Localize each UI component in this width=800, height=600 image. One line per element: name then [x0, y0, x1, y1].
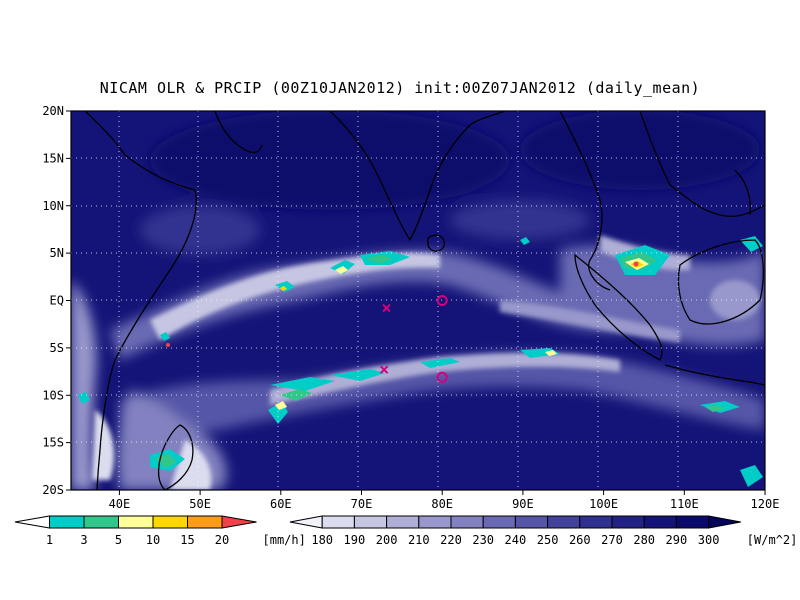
- lon-tick-label: 100E: [589, 497, 618, 511]
- colorbar-swatch: [579, 515, 613, 529]
- colorbar-swatch: [643, 515, 677, 529]
- lon-tick-label: 110E: [670, 497, 699, 511]
- lon-tick-label: 60E: [270, 497, 292, 511]
- lon-tick-label: 40E: [109, 497, 131, 511]
- colorbar-label: 200: [376, 533, 398, 547]
- lon-tick-label: 120E: [751, 497, 780, 511]
- colorbar-label: 300: [698, 533, 720, 547]
- chart-title: NICAM OLR & PRCIP (00Z10JAN2012) init:00…: [99, 79, 701, 97]
- storm-markers: [379, 295, 448, 383]
- lat-tick-label: 20N: [42, 104, 64, 118]
- lat-tick-label: 5S: [50, 341, 64, 355]
- colorbar-label: 240: [505, 533, 527, 547]
- colorbar-swatch: [482, 515, 516, 529]
- colorbar-swatch: [514, 515, 549, 529]
- colorbar-label: 180: [311, 533, 333, 547]
- colorbar-label: 280: [633, 533, 655, 547]
- colorbar-swatch: [418, 515, 452, 529]
- colorbar-arrow-right: [708, 515, 741, 529]
- circle-marker: [436, 295, 448, 306]
- x-marker: [379, 365, 389, 374]
- lon-tick-label: 70E: [351, 497, 373, 511]
- lat-tick-label: 10N: [42, 199, 64, 213]
- colorbar-label: 250: [537, 533, 559, 547]
- lat-tick-label: 15N: [42, 151, 64, 165]
- colorbar-swatch: [187, 515, 223, 529]
- lon-tick-label: 80E: [431, 497, 453, 511]
- colorbar-label: 210: [408, 533, 430, 547]
- colorbar-swatch: [450, 515, 484, 529]
- colorbar-swatch: [611, 515, 645, 529]
- colorbar-arrow-left: [14, 515, 50, 529]
- lon-tick-label: 50E: [189, 497, 211, 511]
- colorbar-swatch: [152, 515, 188, 529]
- colorbar-arrow-left: [289, 515, 323, 529]
- colorbar-label: 5: [115, 533, 122, 547]
- colorbar-swatch: [321, 515, 355, 529]
- colorbar-label: 260: [569, 533, 591, 547]
- colorbar-swatch: [547, 515, 581, 529]
- colorbar-label: 220: [440, 533, 462, 547]
- colorbar-label: 3: [80, 533, 87, 547]
- lat-tick-label: 5N: [50, 246, 64, 260]
- olr-colorbar: 180 190 200 210 220 230 240 250 260 270 280 290 300 […: [289, 515, 798, 547]
- lat-tick-label: 10S: [42, 388, 64, 402]
- precip-colorbar: 1 3 5 10 15 20 [mm/h]: [14, 515, 306, 547]
- latitude-axis: 20N 15N 10N 5N EQ 5S 10S 15S 20S: [42, 104, 71, 497]
- colorbar-swatch: [49, 515, 85, 529]
- colorbar-label: 190: [344, 533, 366, 547]
- colorbar-swatch: [675, 515, 710, 529]
- colorbar-swatch: [118, 515, 154, 529]
- colorbar-unit: [mm/h]: [263, 533, 306, 547]
- colorbar-swatch: [386, 515, 420, 529]
- colorbar-arrow-right: [221, 515, 257, 529]
- x-marker: [382, 303, 391, 313]
- longitude-axis: 40E 50E 60E 70E 80E 90E 100E 110E 120E: [109, 490, 780, 511]
- colorbar-label: 15: [180, 533, 194, 547]
- gridlines: [71, 111, 765, 490]
- lat-tick-label: 15S: [42, 436, 64, 450]
- colorbar-label: 290: [666, 533, 688, 547]
- colorbar-label: 270: [601, 533, 623, 547]
- colorbar-label: 1: [46, 533, 53, 547]
- colorbar-swatch: [353, 515, 388, 529]
- coastlines: [84, 111, 765, 490]
- colorbar-label: 10: [146, 533, 160, 547]
- colorbar-label: 230: [472, 533, 494, 547]
- lat-tick-label: EQ: [50, 294, 64, 308]
- circle-marker: [436, 371, 448, 383]
- colorbar-unit: [W/m^2]: [747, 533, 798, 547]
- lat-tick-label: 20S: [42, 483, 64, 497]
- lon-tick-label: 90E: [512, 497, 534, 511]
- colorbar-swatch: [83, 515, 119, 529]
- colorbar-label: 20: [215, 533, 229, 547]
